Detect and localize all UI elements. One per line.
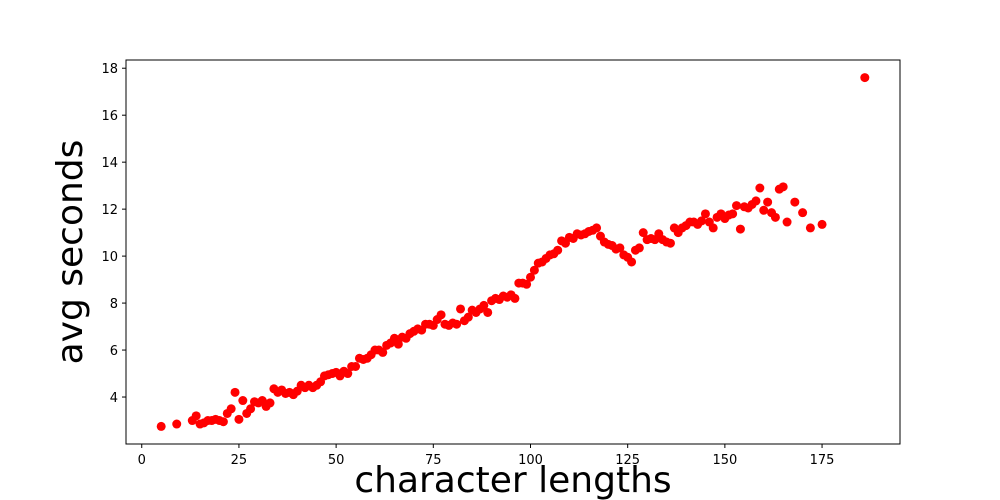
point — [343, 369, 353, 379]
point — [393, 339, 403, 349]
point — [452, 319, 462, 329]
x-tick-label: 0 — [138, 453, 146, 468]
point — [230, 387, 240, 397]
point — [351, 361, 361, 371]
point — [456, 304, 466, 314]
point — [638, 228, 648, 238]
point — [665, 238, 675, 248]
point — [627, 257, 637, 267]
point — [246, 404, 256, 414]
y-tick-label: 18 — [101, 62, 118, 77]
point — [728, 209, 738, 219]
point — [172, 419, 182, 429]
point — [156, 421, 166, 431]
point — [510, 293, 520, 303]
point — [553, 245, 563, 255]
point — [798, 208, 808, 218]
point — [234, 414, 244, 424]
plot-frame — [125, 59, 901, 445]
point — [615, 243, 625, 253]
y-tick-label: 16 — [101, 109, 118, 124]
x-tick-label: 150 — [712, 453, 737, 468]
point — [759, 205, 769, 215]
point — [592, 223, 602, 233]
point — [479, 300, 489, 310]
x-tick-label: 125 — [615, 453, 640, 468]
x-tick-label: 25 — [231, 453, 248, 468]
point — [463, 312, 473, 322]
y-tick-label: 12 — [101, 203, 118, 218]
x-tick-label: 100 — [518, 453, 543, 468]
point — [265, 398, 275, 408]
point — [634, 243, 644, 253]
point — [226, 404, 236, 414]
point — [697, 216, 707, 226]
point — [755, 183, 765, 193]
x-axis-label: character lengths — [354, 460, 671, 500]
y-tick-label: 6 — [110, 344, 118, 359]
point — [860, 73, 870, 83]
point — [708, 223, 718, 233]
point — [218, 417, 228, 427]
point — [378, 347, 388, 357]
y-tick-label: 14 — [101, 156, 118, 171]
x-tick-label: 50 — [328, 453, 345, 468]
point — [805, 223, 815, 233]
point — [817, 219, 827, 229]
point — [191, 411, 201, 421]
point — [436, 310, 446, 320]
point — [770, 212, 780, 222]
point — [525, 272, 535, 282]
y-tick-label: 8 — [110, 297, 118, 312]
y-tick-label: 10 — [101, 250, 118, 265]
point — [529, 265, 539, 275]
point — [778, 182, 788, 192]
x-tick-label: 75 — [425, 453, 442, 468]
point — [700, 209, 710, 219]
point — [763, 197, 773, 207]
x-tick-label: 175 — [810, 453, 835, 468]
point — [732, 201, 742, 211]
y-tick-label: 4 — [110, 391, 118, 406]
point — [782, 217, 792, 227]
point — [522, 279, 532, 289]
y-axis-label: avg seconds — [50, 140, 91, 365]
point — [238, 396, 248, 406]
point — [751, 196, 761, 206]
point — [735, 224, 745, 234]
point — [790, 197, 800, 207]
point — [483, 307, 493, 317]
